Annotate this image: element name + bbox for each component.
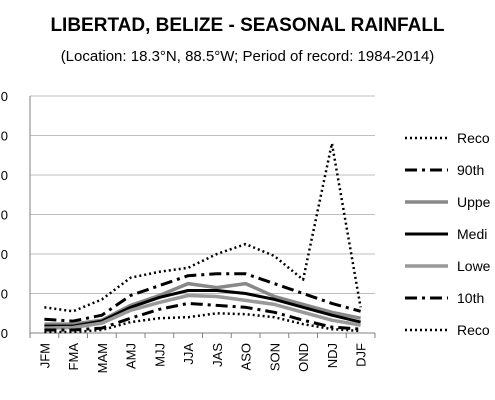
series-line-6: [44, 301, 361, 332]
x-tick-label: OND: [296, 343, 311, 372]
y-tick-label: 0: [1, 89, 8, 104]
y-tick-label: 0: [1, 247, 8, 262]
x-tick-label: NDJ: [325, 343, 340, 368]
series-line-5: [44, 293, 361, 330]
series-line-4: [44, 289, 361, 328]
series-line-1: [44, 142, 362, 313]
series-line-7: [44, 312, 361, 334]
x-tick-label: JAS: [210, 343, 225, 367]
x-tick-label: JJA: [181, 343, 196, 365]
legend-label-1: Reco: [457, 130, 490, 146]
x-tick-label: DJF: [354, 343, 369, 367]
y-tick-label: 0: [1, 287, 8, 302]
y-tick-label: 0: [1, 326, 8, 341]
legend-label-7: Reco: [457, 322, 490, 338]
y-tick-label: 0: [1, 208, 8, 223]
x-tick-label: SON: [267, 343, 282, 371]
x-tick-label: AMJ: [124, 343, 139, 369]
x-tick-label: ASO: [239, 343, 254, 370]
legend-label-4: Medi: [457, 226, 487, 242]
legend-label-5: Lowe: [457, 258, 491, 274]
series-layer: [44, 142, 362, 334]
axis-layer: 0 0 0 0 0 0 0 JFM FMA MAM AMJ MJJ JJA JAS ASO SON OND NDJ…: [1, 89, 376, 373]
legend-label-6: 10th: [457, 290, 484, 306]
x-tick-label: FMA: [66, 343, 81, 371]
legend-layer: Reco 90th Uppe Medi Lowe 10th Reco: [405, 130, 491, 338]
series-line-2: [44, 272, 361, 323]
x-tick-label: JFM: [37, 343, 52, 368]
x-tick-label: MJJ: [152, 343, 167, 367]
y-tick-label: 0: [1, 129, 8, 144]
legend-label-2: 90th: [457, 162, 484, 178]
x-tick-label: MAM: [95, 343, 110, 373]
chart-title: LIBERTAD, BELIZE - SEASONAL RAINFALL: [50, 15, 445, 36]
legend-label-3: Uppe: [457, 194, 491, 210]
y-tick-label: 0: [1, 168, 8, 183]
chart-subtitle: (Location: 18.3°N, 88.5°W; Period of rec…: [60, 48, 435, 65]
